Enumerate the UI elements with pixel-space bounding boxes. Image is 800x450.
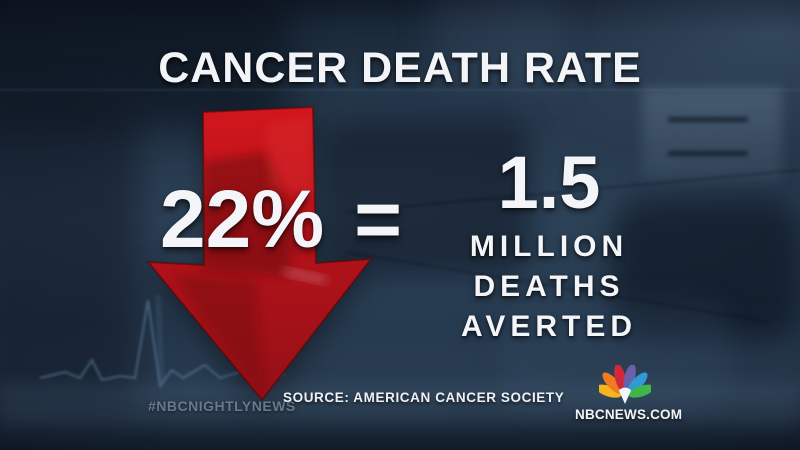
stat-line: DEATHS bbox=[473, 270, 625, 303]
nbc-peacock-icon bbox=[595, 364, 655, 405]
stat-column: 1.5 MILLION DEATHS AVERTED bbox=[430, 146, 668, 347]
percent-value: 22% bbox=[160, 174, 325, 265]
stat-line: AVERTED bbox=[460, 310, 638, 343]
brand-block: NBCNEWS.COM bbox=[575, 364, 683, 422]
stat-number: 1.5 bbox=[497, 141, 601, 224]
headline-title: CANCER DEATH RATE bbox=[158, 44, 642, 92]
hashtag-label: #NBCNIGHTLYNEWS bbox=[148, 398, 296, 414]
equals-sign: = bbox=[354, 174, 403, 265]
stat-lines: MILLION DEATHS AVERTED bbox=[430, 227, 668, 347]
stat-equation: 22% = bbox=[160, 179, 402, 261]
stat-line: MILLION bbox=[469, 230, 629, 263]
source-attribution: SOURCE: AMERICAN CANCER SOCIETY bbox=[283, 390, 565, 405]
brand-url: NBCNEWS.COM bbox=[575, 407, 683, 422]
